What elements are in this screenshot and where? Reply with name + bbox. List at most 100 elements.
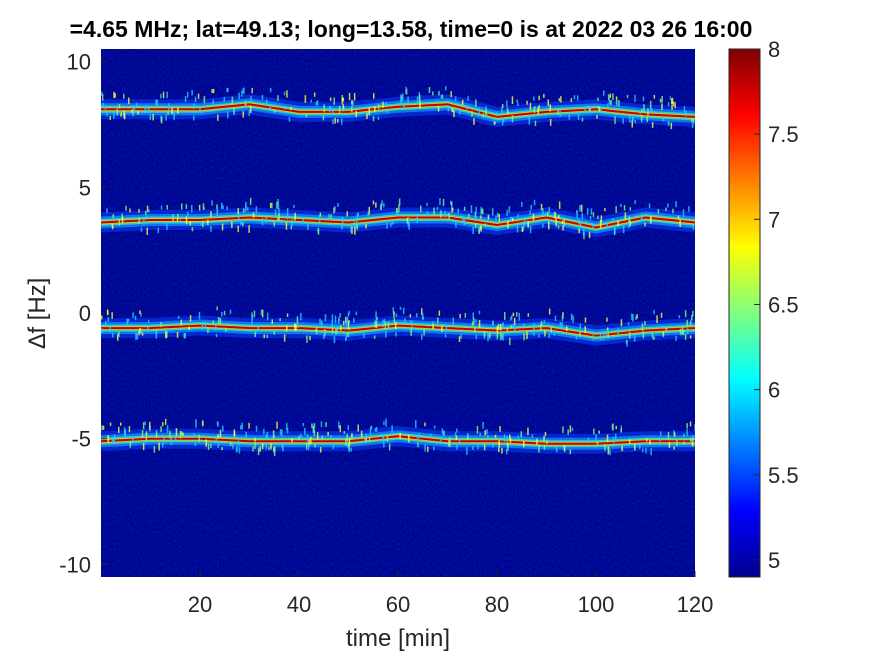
noise-speckle xyxy=(273,221,275,227)
noise-speckle xyxy=(241,90,243,97)
noise-speckle xyxy=(383,421,385,425)
noise-speckle xyxy=(364,436,366,444)
noise-speckle xyxy=(323,335,325,339)
noise-speckle xyxy=(149,421,151,430)
noise-speckle xyxy=(691,123,694,128)
noise-speckle xyxy=(286,427,289,434)
noise-speckle xyxy=(547,211,549,217)
noise-speckle xyxy=(286,313,289,317)
noise-speckle xyxy=(237,225,239,233)
noise-speckle xyxy=(318,214,321,222)
noise-speckle xyxy=(363,333,365,338)
noise-speckle xyxy=(467,96,469,101)
noise-speckle xyxy=(185,216,188,225)
noise-speckle xyxy=(581,204,583,212)
noise-speckle xyxy=(384,321,387,330)
noise-speckle xyxy=(434,425,436,429)
noise-speckle xyxy=(498,213,500,222)
noise-speckle xyxy=(629,220,631,227)
noise-speckle xyxy=(194,442,197,447)
noise-speckle xyxy=(185,204,188,209)
noise-speckle xyxy=(265,442,267,450)
noise-speckle xyxy=(304,428,306,435)
noise-speckle xyxy=(290,107,292,111)
noise-speckle xyxy=(355,218,358,227)
noise-speckle xyxy=(689,335,692,339)
noise-speckle xyxy=(348,446,350,453)
noise-speckle xyxy=(475,319,477,323)
noise-speckle xyxy=(385,101,387,108)
noise-speckle xyxy=(355,110,357,118)
noise-speckle xyxy=(101,328,103,333)
noise-speckle xyxy=(579,323,581,330)
noise-speckle xyxy=(450,200,452,205)
noise-speckle xyxy=(158,442,160,451)
noise-speckle xyxy=(148,209,150,213)
noise-speckle xyxy=(432,91,434,96)
noise-speckle xyxy=(458,336,461,343)
noise-speckle xyxy=(118,104,121,109)
noise-speckle xyxy=(138,208,140,213)
noise-speckle xyxy=(542,223,544,228)
noise-speckle xyxy=(288,117,291,122)
noise-speckle xyxy=(454,432,457,437)
noise-speckle xyxy=(250,105,252,113)
noise-speckle xyxy=(387,321,390,329)
noise-speckle xyxy=(548,308,551,315)
noise-speckle xyxy=(506,100,508,107)
noise-speckle xyxy=(543,435,545,442)
noise-speckle xyxy=(223,310,226,316)
noise-speckle xyxy=(455,435,458,441)
noise-speckle xyxy=(138,330,140,336)
noise-speckle xyxy=(646,116,648,123)
noise-speckle xyxy=(504,312,506,320)
noise-speckle xyxy=(620,203,622,207)
noise-speckle xyxy=(608,97,611,105)
noise-speckle xyxy=(237,208,239,215)
noise-speckle xyxy=(106,208,108,214)
noise-speckle xyxy=(125,205,127,211)
noise-speckle xyxy=(593,428,595,435)
noise-speckle xyxy=(460,333,462,339)
noise-speckle xyxy=(198,434,201,443)
noise-speckle xyxy=(628,216,630,223)
noise-speckle xyxy=(109,325,111,333)
noise-speckle xyxy=(334,206,336,212)
noise-speckle xyxy=(415,420,417,429)
noise-speckle xyxy=(508,206,511,213)
signal-band-4 xyxy=(101,418,695,457)
x-tick-label: 20 xyxy=(188,592,212,617)
noise-speckle xyxy=(216,210,218,219)
noise-speckle xyxy=(293,204,295,208)
noise-speckle xyxy=(494,121,496,125)
noise-speckle xyxy=(549,119,552,126)
noise-speckle xyxy=(315,328,317,333)
colorbar-tick-label: 8 xyxy=(768,37,780,62)
noise-speckle xyxy=(506,435,508,444)
noise-speckle xyxy=(337,118,339,123)
noise-speckle xyxy=(113,434,116,440)
noise-speckle xyxy=(176,218,179,222)
noise-speckle xyxy=(484,430,486,436)
noise-speckle xyxy=(106,309,109,316)
noise-speckle xyxy=(620,428,622,433)
noise-speckle xyxy=(473,118,475,125)
noise-speckle xyxy=(597,215,599,220)
noise-speckle xyxy=(141,429,144,438)
noise-speckle xyxy=(139,310,141,314)
noise-speckle xyxy=(558,201,561,209)
noise-speckle xyxy=(554,315,557,322)
noise-speckle xyxy=(372,200,375,205)
noise-speckle xyxy=(516,312,518,317)
noise-speckle xyxy=(186,91,189,98)
noise-speckle xyxy=(399,306,402,310)
noise-speckle xyxy=(686,423,688,429)
noise-speckle xyxy=(527,221,529,228)
noise-speckle xyxy=(584,108,586,114)
noise-speckle xyxy=(254,329,257,335)
noise-speckle xyxy=(322,115,325,121)
noise-speckle xyxy=(280,219,282,224)
noise-speckle xyxy=(427,446,429,452)
noise-speckle xyxy=(123,93,125,99)
noise-speckle xyxy=(193,115,195,121)
